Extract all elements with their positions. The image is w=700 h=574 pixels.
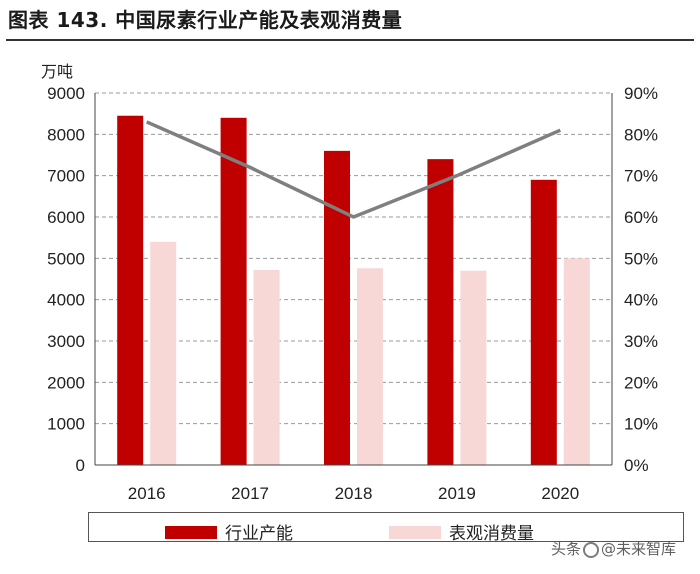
y-tick-label: 5000	[47, 249, 85, 268]
y-tick-label: 6000	[47, 208, 85, 227]
bar-capacity	[427, 159, 454, 465]
legend-swatch-capacity	[165, 525, 217, 539]
y2-tick-label: 10%	[624, 415, 658, 434]
y2-tick-label: 70%	[624, 167, 658, 186]
bar-capacity	[117, 115, 144, 465]
watermark-prefix: 头条	[551, 540, 582, 558]
bar-consumption	[563, 258, 590, 465]
bar-capacity	[220, 117, 247, 466]
y2-tick-label: 40%	[624, 291, 658, 310]
y-tick-label: 8000	[47, 125, 85, 144]
y-tick-label: 7000	[47, 167, 85, 186]
bar-capacity	[530, 179, 557, 466]
x-tick-label: 2020	[541, 484, 579, 503]
y-tick-label: 2000	[47, 373, 85, 392]
legend-item-consumption: 表观消费量	[389, 519, 534, 544]
bar-consumption	[357, 268, 383, 465]
bar-consumption	[460, 270, 487, 465]
title-rule	[6, 39, 694, 41]
line-series	[145, 120, 562, 219]
legend-label-capacity: 行业产能	[225, 524, 293, 544]
watermark-logo-icon	[583, 541, 600, 558]
y2-tick-label: 30%	[624, 332, 658, 351]
y2-tick-label: 50%	[624, 249, 658, 268]
watermark-handle: @未来智库	[601, 540, 677, 558]
y-tick-label: 4000	[47, 291, 85, 310]
legend-label-consumption: 表观消费量	[449, 524, 534, 544]
watermark: 头条 @未来智库	[551, 538, 676, 559]
y2-tick-label: 90%	[624, 84, 658, 103]
x-tick-label: 2017	[231, 484, 269, 503]
x-tick-label: 2018	[335, 484, 373, 503]
legend: 行业产能 表观消费量	[88, 512, 684, 544]
legend-item-capacity: 行业产能	[165, 519, 293, 544]
y-tick-label: 3000	[47, 332, 85, 351]
y-tick-label: 0	[76, 456, 85, 475]
y2-tick-label: 20%	[624, 373, 658, 392]
y-tick-label: 1000	[47, 415, 85, 434]
y2-tick-label: 60%	[624, 208, 658, 227]
bar-capacity	[324, 150, 350, 465]
bar-consumption	[253, 269, 280, 465]
y2-tick-label: 80%	[624, 125, 658, 144]
x-tick-label: 2019	[438, 484, 476, 503]
x-tick-label: 2016	[128, 484, 166, 503]
y-axis-unit-label: 万吨	[41, 62, 73, 81]
y2-tick-label: 0%	[624, 456, 649, 475]
bar-consumption	[150, 241, 177, 465]
y-tick-label: 9000	[47, 84, 85, 103]
chart-title: 图表 143. 中国尿素行业产能及表观消费量	[8, 8, 403, 32]
legend-swatch-consumption	[389, 525, 441, 539]
